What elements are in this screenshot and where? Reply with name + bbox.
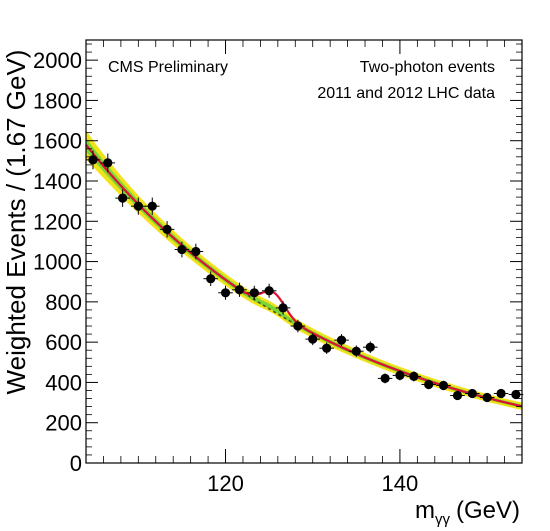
data-point [85, 150, 101, 170]
y-tick-label: 1000 [33, 250, 82, 275]
data-point-marker [395, 370, 405, 380]
y-tick-label: 1600 [33, 129, 82, 154]
data-point-marker [249, 288, 259, 298]
data-point-marker [162, 224, 172, 234]
data-point [392, 370, 408, 381]
x-tick-label: 140 [382, 471, 419, 496]
data-point-marker [206, 274, 216, 284]
data-point-marker [220, 288, 231, 298]
y-axis-ticks: 0 200 400 600 800 1000 1200 1400 1600 1800 2000 [33, 43, 522, 476]
data-point [188, 243, 204, 260]
annotation-right-line1: Two-photon events [360, 59, 495, 76]
data-point [100, 153, 116, 173]
data-point-marker [336, 335, 347, 345]
data-point-marker [482, 392, 492, 403]
data-point [436, 380, 451, 391]
data-points [85, 150, 524, 403]
data-point-marker [293, 321, 303, 331]
data-point-marker [133, 201, 143, 211]
background-uncertainty-bands [86, 130, 522, 411]
plot-frame [85, 39, 523, 464]
band-outer [86, 130, 522, 411]
background-fit-curve [85, 144, 523, 408]
data-point [508, 389, 524, 400]
data-point-marker [308, 334, 318, 344]
data-point [232, 282, 247, 297]
data-point-marker [88, 155, 98, 165]
fit-curves [85, 144, 523, 408]
y-tick-label: 1400 [33, 169, 82, 194]
data-point [290, 319, 306, 333]
data-point [362, 341, 378, 353]
y-tick-label: 1800 [33, 88, 82, 113]
data-point-marker [278, 303, 288, 313]
data-point [377, 373, 393, 384]
band-inner [86, 138, 522, 409]
data-point [174, 241, 190, 258]
data-point [305, 333, 321, 346]
data-point-marker [409, 371, 419, 381]
data-point-marker [452, 390, 463, 401]
data-point-marker [438, 380, 449, 391]
y-tick-label: 200 [45, 411, 82, 436]
data-point-marker [380, 373, 390, 383]
data-point [465, 388, 480, 399]
data-point-marker [511, 389, 521, 400]
y-tick-label: 2000 [33, 48, 82, 73]
x-axis-label: mγγ (GeV) [415, 497, 520, 528]
y-tick-label: 1200 [33, 209, 82, 234]
data-point [421, 379, 436, 390]
y-axis-label: Weighted Events / (1.67 GeV) [1, 50, 31, 395]
annotation-right-line2: 2011 and 2012 LHC data [317, 85, 495, 102]
data-point [450, 390, 465, 401]
data-point-marker [496, 388, 506, 399]
y-tick-label: 600 [45, 330, 82, 355]
data-point-marker [322, 343, 332, 353]
x-axis-label-main: m [415, 497, 435, 524]
x-axis-label-subscript: γγ [435, 511, 451, 528]
data-point-marker [351, 346, 361, 356]
y-tick-label: 800 [45, 290, 82, 315]
data-point [275, 301, 291, 315]
data-point-marker [191, 246, 201, 257]
signal-plus-background-fit-curve [85, 144, 523, 408]
data-point [203, 271, 218, 287]
data-point-marker [177, 244, 187, 255]
data-point-marker [365, 342, 375, 352]
data-point-marker [234, 285, 245, 295]
data-point [349, 345, 364, 357]
y-tick-label: 400 [45, 370, 82, 395]
x-tick-label: 120 [207, 471, 244, 496]
data-point [115, 189, 130, 207]
data-point [319, 342, 334, 354]
data-point-marker [467, 388, 477, 399]
data-point [144, 197, 160, 215]
data-point [159, 221, 175, 238]
data-point [261, 283, 277, 298]
data-point [479, 392, 495, 403]
x-axis-ticks: 120 140 [85, 40, 523, 496]
data-point-marker [147, 201, 157, 211]
annotation-left: CMS Preliminary [108, 59, 228, 76]
data-point [493, 388, 509, 399]
data-point-marker [264, 286, 274, 296]
data-point-marker [118, 193, 128, 203]
data-point [406, 371, 422, 382]
data-point [247, 285, 262, 300]
data-point [218, 285, 233, 300]
x-axis-label-unit: (GeV) [456, 497, 520, 524]
data-point-marker [103, 158, 113, 168]
data-point [334, 334, 349, 347]
data-point-marker [424, 379, 434, 390]
data-point [131, 197, 146, 215]
y-tick-label: 0 [70, 451, 82, 476]
